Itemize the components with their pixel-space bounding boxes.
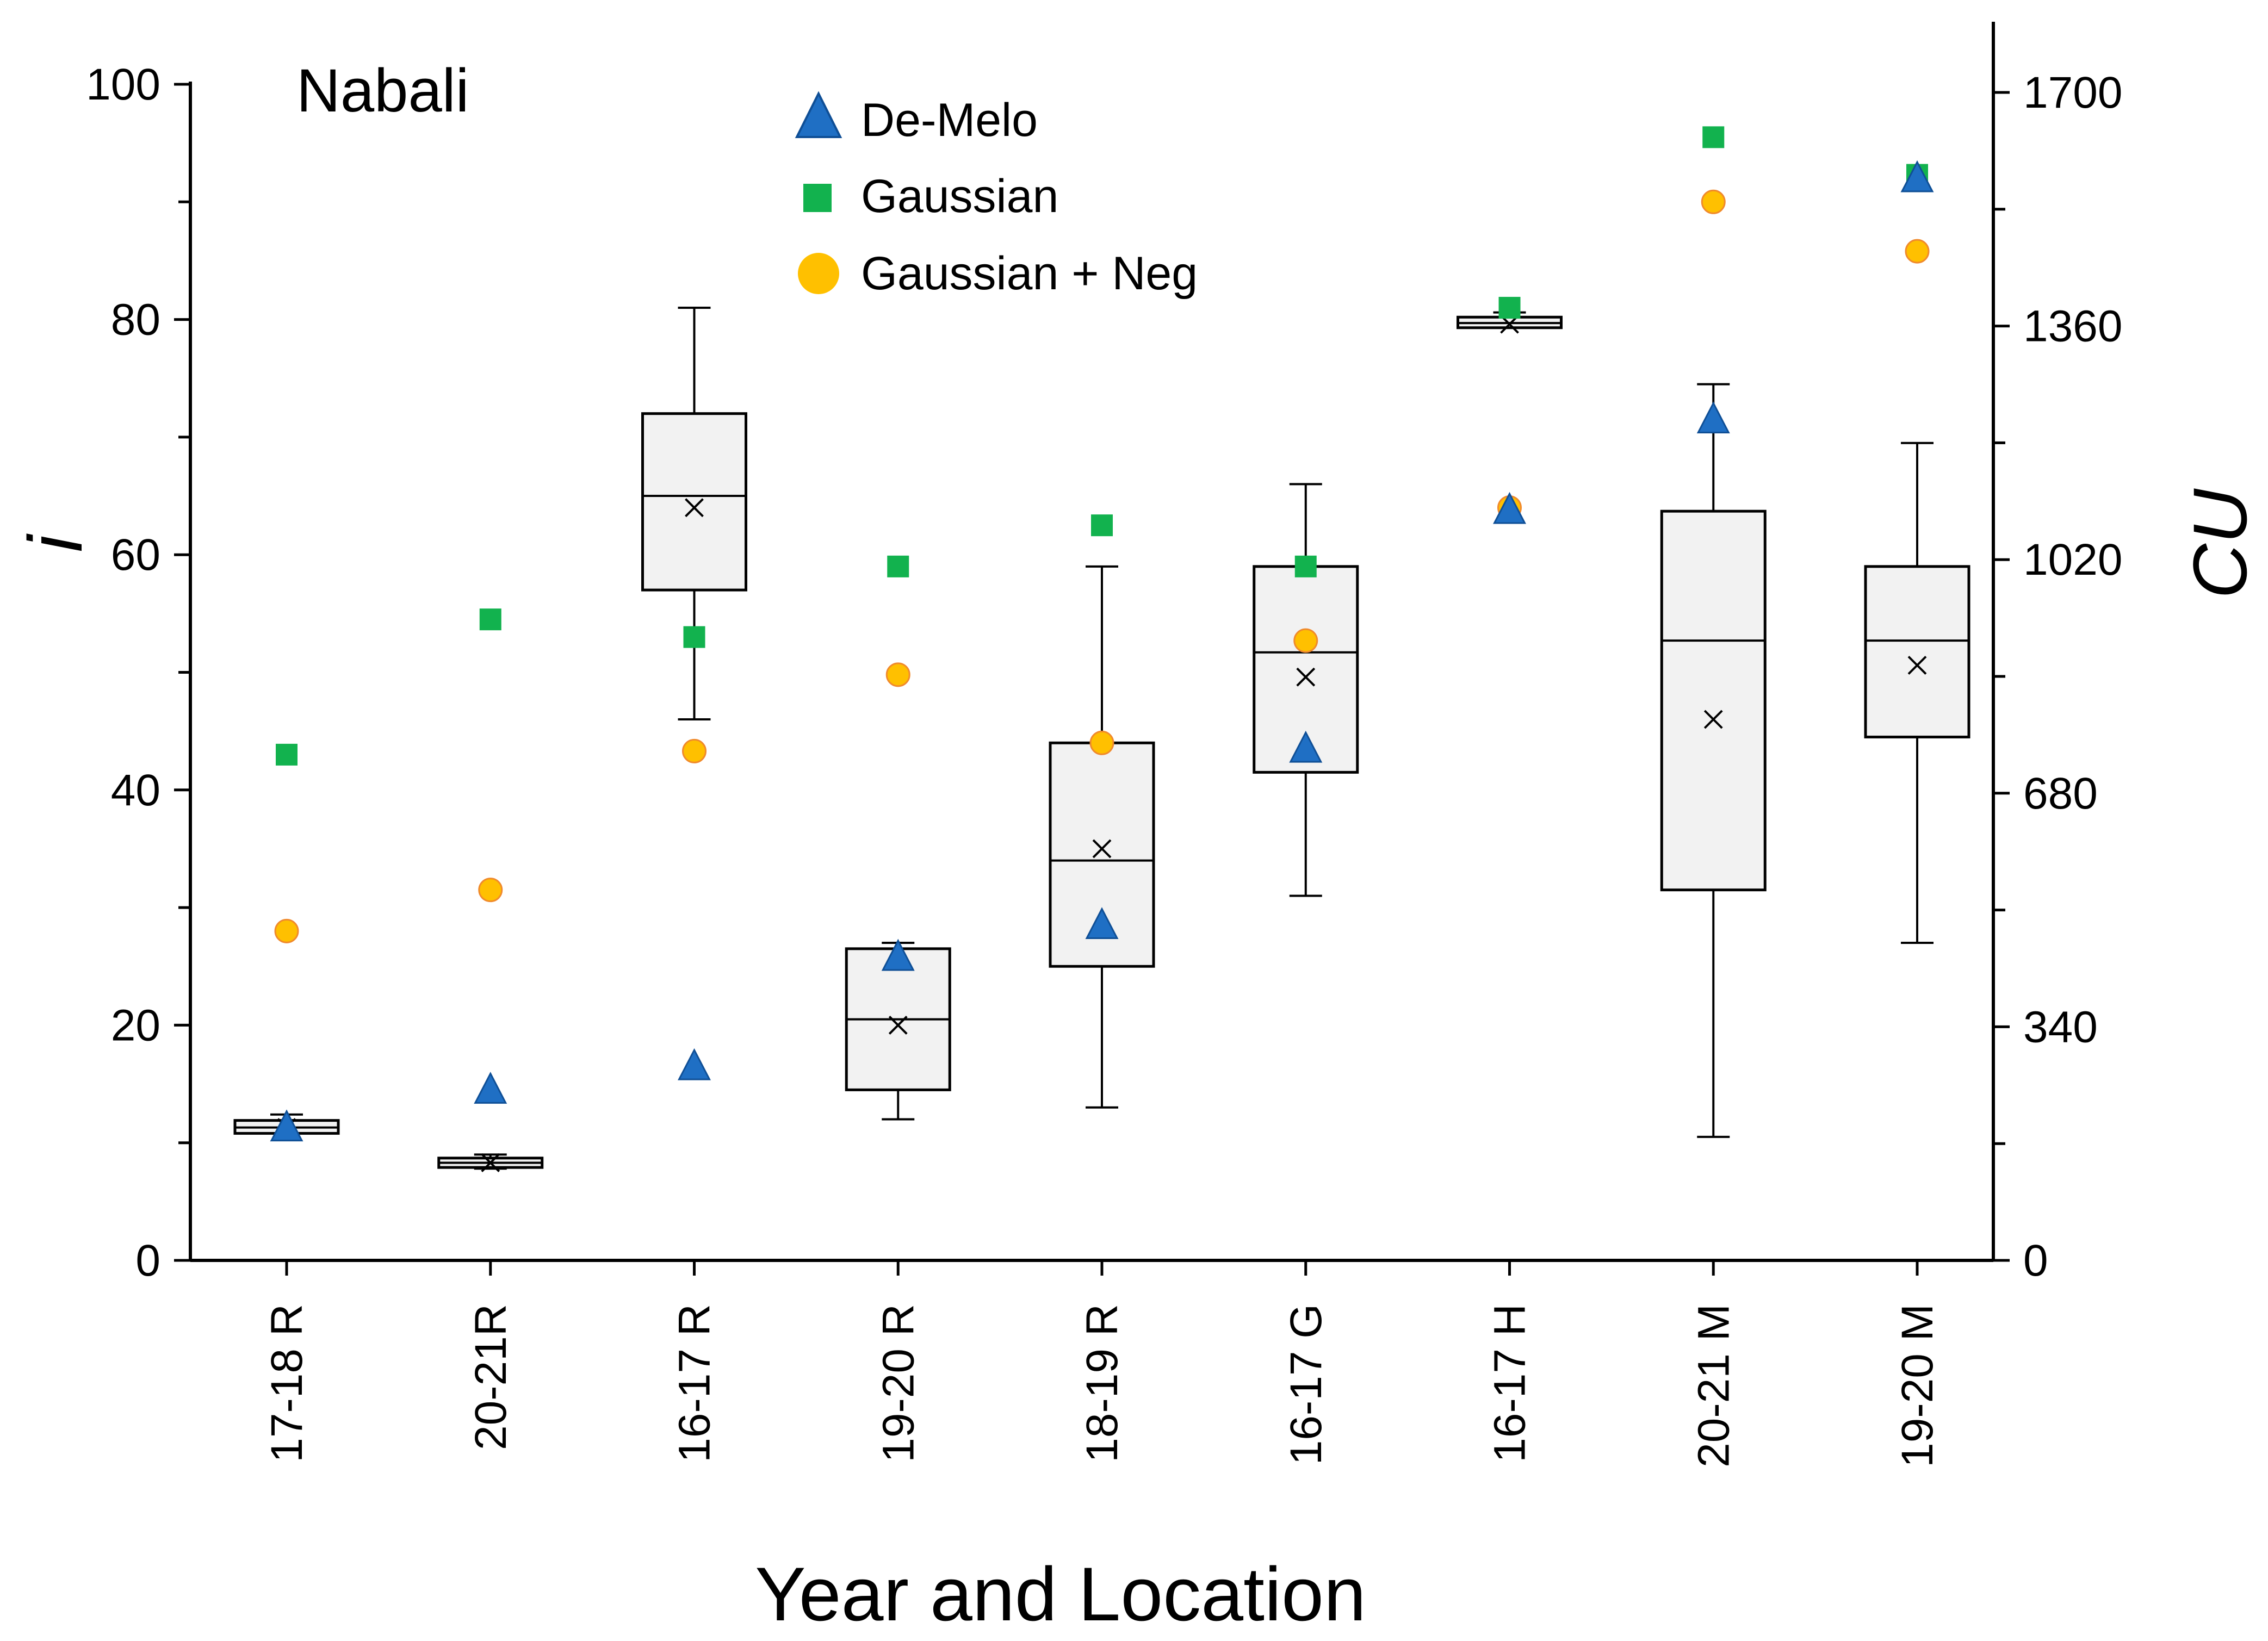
box-mean-marker — [1296, 667, 1316, 687]
box-plot — [437, 1153, 544, 1172]
legend-label-de-melo: De-Melo — [861, 94, 1038, 146]
box-plot — [1864, 442, 1970, 944]
point-de-melo — [1493, 492, 1526, 524]
y2-axis-title: CU — [2177, 488, 2263, 599]
legend-label-gaussian: Gaussian — [861, 170, 1058, 222]
legend-label-gaussian-neg: Gaussian + Neg — [861, 247, 1198, 300]
point-gaussian — [479, 608, 501, 631]
point-gaussian — [683, 626, 705, 648]
box-mean-marker — [685, 498, 704, 518]
right-tick-label: 340 — [2023, 1002, 2098, 1052]
point-gaussian — [887, 555, 909, 577]
box-plot — [845, 941, 951, 1121]
box-mean-marker — [481, 1153, 500, 1172]
box-plot — [1457, 311, 1563, 334]
left-tick-label: 40 — [111, 766, 160, 815]
left-tick-label: 60 — [111, 530, 160, 580]
legend: De-Melo Gaussian Gaussian + Neg — [795, 91, 1198, 300]
left-tick-label: 100 — [86, 60, 160, 109]
box-plots — [233, 306, 1970, 1172]
point-gaussian-neg — [1089, 730, 1114, 755]
point-gaussian-neg — [885, 662, 910, 687]
box-plot — [1049, 565, 1155, 1109]
x-category-label: 16-17 G — [1281, 1304, 1331, 1465]
point-gaussian — [276, 743, 298, 766]
point-gaussian-neg — [274, 918, 299, 943]
legend-marker-gaussian-neg — [798, 253, 839, 294]
point-gaussian — [1091, 514, 1113, 537]
box-mean-marker — [1703, 710, 1723, 729]
point-de-melo — [1085, 907, 1119, 940]
box-mean-marker — [888, 1015, 908, 1035]
left-tick-label: 20 — [111, 1000, 160, 1050]
right-tick-label: 1700 — [2023, 68, 2122, 117]
box-mean-marker — [1092, 839, 1112, 859]
x-category-label: 19-20 R — [873, 1304, 923, 1463]
x-category-label: 19-20 M — [1893, 1304, 1942, 1468]
left-tick-label: 0 — [135, 1236, 160, 1285]
x-category-label: 17-18 R — [262, 1304, 312, 1463]
box-iqr — [1864, 565, 1970, 738]
point-de-melo — [881, 938, 915, 971]
box-plot — [641, 306, 747, 721]
box-iqr — [1660, 509, 1767, 892]
point-gaussian-neg — [1293, 628, 1318, 653]
point-gaussian — [1498, 296, 1521, 319]
x-ticks: 17-18 R 20-21R 16-17 R 19-20 R 18-19 R 16-17 … — [262, 1260, 1942, 1468]
right-tick-label: 680 — [2023, 769, 2098, 818]
point-gaussian-neg — [1701, 189, 1726, 214]
x-category-label: 16-17 H — [1485, 1304, 1535, 1463]
left-tick-label: 80 — [111, 295, 160, 345]
point-de-melo — [1900, 160, 1934, 192]
point-gaussian-neg — [1905, 239, 1930, 264]
point-gaussian-neg — [478, 878, 503, 903]
box-plot — [1253, 483, 1359, 897]
point-de-melo — [474, 1072, 507, 1104]
x-category-label: 20-21R — [466, 1304, 516, 1450]
box-mean-marker — [1907, 656, 1927, 675]
right-tick-label: 1360 — [2023, 302, 2122, 351]
series-points — [270, 126, 1934, 1142]
right-tick-label: 1020 — [2023, 535, 2122, 585]
right-y-ticks: 0 340 680 1020 1360 1700 — [1993, 68, 2122, 1285]
x-axis-title: Year and Location — [755, 1551, 1366, 1637]
point-de-melo — [270, 1109, 303, 1142]
legend-marker-de-melo — [795, 91, 842, 138]
point-de-melo — [678, 1048, 711, 1080]
box-iqr — [641, 412, 747, 592]
point-gaussian — [1294, 555, 1317, 577]
point-gaussian-neg — [682, 738, 707, 763]
point-de-melo — [1289, 730, 1323, 763]
legend-marker-gaussian — [803, 184, 832, 212]
x-category-label: 18-19 R — [1077, 1304, 1127, 1463]
right-tick-label: 0 — [2023, 1236, 2048, 1285]
x-category-label: 20-21 M — [1689, 1304, 1738, 1468]
point-de-melo — [1696, 401, 1730, 433]
box-plot — [1660, 383, 1767, 1138]
left-y-ticks: 0 20 40 60 80 100 — [86, 60, 190, 1285]
chart-title: Nabali — [296, 57, 469, 125]
y-axis-title: i — [13, 533, 98, 552]
point-gaussian — [1702, 126, 1725, 148]
x-category-label: 16-17 R — [670, 1304, 720, 1463]
